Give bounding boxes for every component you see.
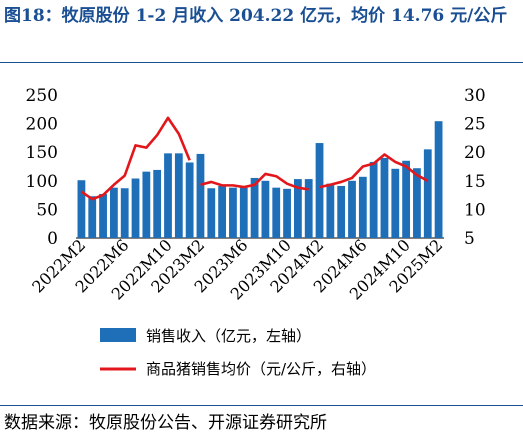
bar-2023M8 — [261, 180, 270, 238]
left-tick-50: 50 — [36, 200, 58, 220]
left-axis-ticks: 0 50 100 150 200 250 — [26, 86, 58, 249]
bar-2022M9 — [153, 169, 162, 238]
bar-2023M11 — [293, 179, 302, 238]
bar-2022M2 — [77, 180, 86, 238]
legend: 销售收入（亿元，左轴） 商品猪销售均价（元/公斤，右轴） — [100, 327, 376, 378]
bar-2023M9 — [272, 187, 281, 238]
right-tick-25: 25 — [464, 115, 486, 135]
bar-2023M5 — [229, 187, 237, 238]
right-tick-15: 15 — [464, 172, 486, 192]
bar-2023M2 — [196, 153, 205, 238]
bar-2024M9 — [391, 168, 400, 238]
left-tick-250: 250 — [26, 86, 58, 106]
bar-2022M12 — [185, 162, 194, 238]
title-divider — [0, 62, 523, 63]
right-tick-30: 30 — [464, 86, 486, 106]
left-tick-100: 100 — [26, 172, 58, 192]
bar-2024M7 — [369, 161, 378, 238]
bar-2022M3 — [88, 196, 97, 238]
left-tick-150: 150 — [26, 143, 58, 163]
footer-divider — [0, 405, 523, 406]
bar-2024M10 — [402, 160, 411, 238]
right-tick-20: 20 — [464, 143, 486, 163]
bar-2024M4 — [337, 185, 346, 238]
bar-2022M8 — [142, 171, 151, 238]
bar-2022M5 — [109, 187, 118, 238]
right-axis-ticks: 5 10 15 20 25 30 — [464, 86, 486, 249]
chart: 0 50 100 150 200 250 5 10 15 20 25 30 2022M22022M6… — [26, 86, 486, 378]
bar-2024M2 — [315, 143, 324, 238]
bar-2024M12 — [423, 149, 432, 238]
bar-2023M7 — [250, 177, 259, 238]
bar-series — [77, 121, 443, 238]
source-note: 数据来源：牧原股份公告、开源证券研究所 — [4, 413, 327, 433]
bar-2025M2 — [434, 121, 443, 238]
x-axis-ticks: 2022M22022M62022M102023M22023M62023M1020… — [28, 235, 446, 303]
bar-2022M6 — [120, 188, 129, 238]
bar-2023M12 — [304, 179, 313, 238]
line-series — [80, 116, 439, 201]
bar-2023M10 — [283, 188, 291, 238]
bar-2022M7 — [131, 178, 140, 238]
left-tick-200: 200 — [26, 115, 58, 135]
bar-2022M4 — [99, 193, 107, 238]
bar-2023M6 — [239, 187, 248, 238]
legend-bar-label: 销售收入（亿元，左轴） — [146, 327, 311, 345]
left-tick-0: 0 — [47, 229, 58, 249]
bar-2024M6 — [358, 176, 367, 238]
right-tick-10: 10 — [464, 200, 486, 220]
bar-2024M8 — [380, 157, 389, 238]
bar-2022M10 — [164, 153, 172, 238]
bar-2023M3 — [207, 188, 216, 238]
bar-2024M3 — [326, 183, 335, 238]
bar-2024M5 — [348, 180, 356, 238]
right-tick-5: 5 — [464, 229, 475, 249]
chart-title: 图18：牧原股份 1-2 月收入 204.22 亿元，均价 14.76 元/公斤 — [4, 6, 508, 26]
legend-line-label: 商品猪销售均价（元/公斤，右轴） — [146, 360, 376, 378]
bar-2023M4 — [218, 185, 227, 238]
bar-2022M11 — [174, 153, 183, 238]
bar-2024M11 — [413, 168, 421, 238]
legend-bar-swatch — [100, 328, 136, 342]
